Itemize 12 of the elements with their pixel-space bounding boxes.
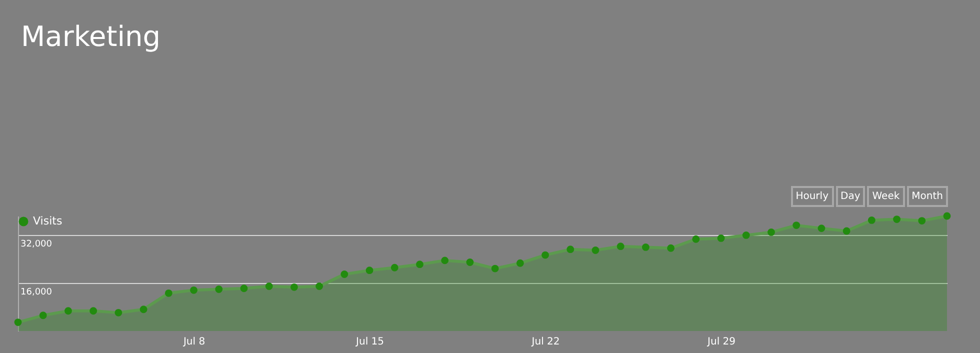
button: Month xyxy=(906,186,948,207)
x-tick-label: Jul 15 xyxy=(355,336,384,348)
x-tick-label: Jul 22 xyxy=(530,336,560,348)
x-tick-label: Jul 29 xyxy=(706,336,736,348)
y-tick-label: 16,000 xyxy=(20,287,52,298)
legend-label: Visits xyxy=(33,214,62,228)
chart-title: Marketing xyxy=(21,20,161,53)
y-tick-label: 32,000 xyxy=(20,239,52,250)
x-tick-label: Jul 8 xyxy=(182,336,206,348)
button: Day xyxy=(836,186,866,207)
button: Week xyxy=(867,186,905,207)
button: Hourly xyxy=(790,186,834,207)
